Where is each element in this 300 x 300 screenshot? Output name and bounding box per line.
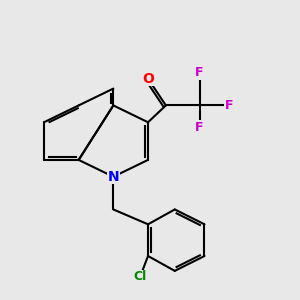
Text: F: F: [195, 121, 204, 134]
Text: N: N: [107, 170, 119, 184]
Text: Cl: Cl: [134, 270, 147, 283]
Text: O: O: [142, 72, 154, 86]
Text: F: F: [225, 99, 233, 112]
Text: F: F: [195, 66, 204, 79]
